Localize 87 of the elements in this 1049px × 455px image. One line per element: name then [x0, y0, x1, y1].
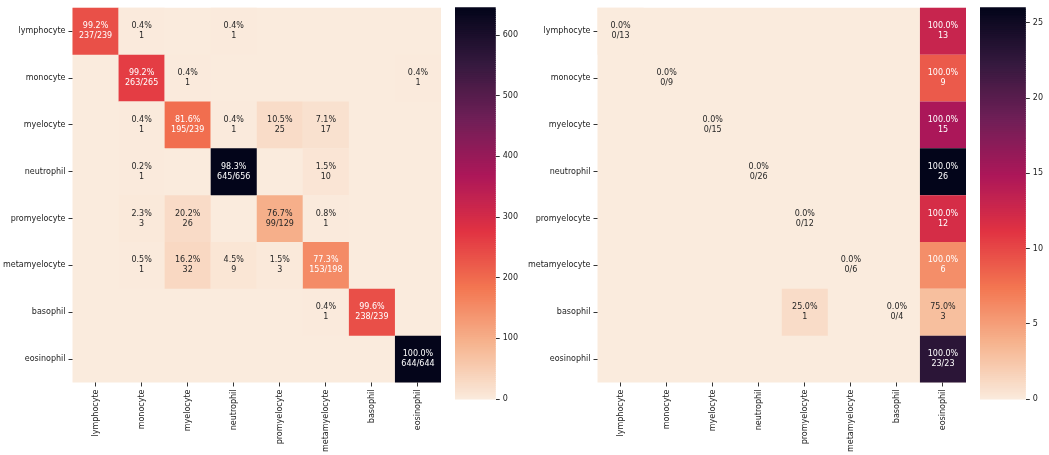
data-label: 0.0% 0/15: [702, 114, 724, 134]
data-label: 100.0% 6: [927, 255, 959, 275]
data-label: 0.0% 0/9: [656, 68, 678, 88]
color-bar-label: 0: [1032, 394, 1038, 404]
color-bar-label: 100: [502, 333, 519, 343]
data-label: 25.0% 1: [792, 302, 818, 322]
data-label: 100.0% 23/23: [927, 349, 959, 369]
y-tick-label: myelocyte: [548, 119, 591, 129]
data-label: 100.0% 13: [927, 21, 959, 41]
color-bar-label: 400: [502, 151, 519, 161]
data-label: 76.7% 99/129: [265, 208, 294, 228]
data-label: 0.0% 0/13: [610, 21, 632, 41]
y-tick-label: basophil: [31, 307, 66, 317]
data-label: 10.5% 25: [267, 114, 293, 134]
x-tick-label: monocyte: [136, 389, 146, 430]
data-label: 7.1% 17: [315, 114, 337, 134]
y-tick-label: lymphocyte: [18, 26, 66, 36]
x-tick-label: metamyelocyte: [320, 389, 330, 452]
data-label: 75.0% 3: [930, 302, 957, 322]
color-bar-label: 10: [1032, 243, 1044, 253]
data-label: 100.0% 15: [927, 114, 959, 134]
color-bar-label: 0: [502, 394, 508, 404]
data-label: 2.3% 3: [131, 208, 153, 228]
y-tick-label: monocyte: [550, 73, 591, 83]
x-tick-label: myelocyte: [707, 389, 717, 432]
data-label: 0.4% 1: [223, 21, 245, 41]
x-tick-label: eosinophil: [938, 389, 948, 431]
data-label: 98.3% 645/656: [217, 161, 251, 181]
y-tick-label: monocyte: [25, 73, 66, 83]
color-bar-label: 20: [1032, 93, 1044, 103]
data-label: 4.5% 9: [223, 255, 245, 275]
data-label: 99.2% 237/239: [78, 21, 113, 41]
color-bar-label: 5: [1032, 318, 1038, 328]
data-label: 16.2% 32: [174, 255, 201, 275]
x-tick-label: basophil: [891, 389, 901, 424]
data-label: 100.0% 12: [927, 208, 959, 228]
data-label: 0.4% 1: [315, 302, 337, 322]
y-tick-label: metamyelocyte: [3, 260, 66, 270]
y-tick-label: neutrophil: [549, 166, 591, 176]
x-tick-label: lymphocyte: [615, 389, 625, 437]
data-label: 0.0% 0/12: [794, 208, 816, 228]
data-label: 99.2% 263/265: [124, 68, 159, 88]
data-label: 1.5% 10: [315, 161, 337, 181]
color-bar-label: 600: [502, 30, 519, 40]
data-label: 77.3% 153/198: [309, 255, 343, 275]
x-tick-label: myelocyte: [182, 389, 192, 432]
x-tick-label: promyelocyte: [799, 389, 809, 445]
data-label: 0.0% 0/6: [840, 255, 862, 275]
data-label: 0.4% 1: [177, 68, 199, 88]
color-bar-label: 25: [1032, 17, 1044, 27]
color-bar-label: 200: [502, 272, 519, 282]
data-label: 100.0% 644/644: [401, 349, 435, 369]
color-bar-label: 300: [502, 212, 519, 222]
x-tick-label: metamyelocyte: [845, 389, 855, 452]
x-tick-label: eosinophil: [413, 389, 423, 431]
y-tick-label: eosinophil: [549, 354, 591, 364]
data-label: 0.2% 1: [131, 161, 153, 181]
data-label: 0.0% 0/26: [748, 161, 770, 181]
data-label: 100.0% 9: [927, 68, 959, 88]
data-label: 0.4% 1: [407, 68, 429, 88]
y-tick-label: promyelocyte: [535, 213, 591, 223]
x-tick-label: basophil: [366, 389, 376, 424]
y-tick-label: metamyelocyte: [528, 260, 591, 270]
x-tick-label: neutrophil: [753, 389, 763, 431]
data-label: 0.0% 0/4: [886, 302, 908, 322]
data-label: 0.5% 1: [131, 255, 153, 275]
y-tick-label: promyelocyte: [10, 213, 66, 223]
data-label: 100.0% 26: [927, 161, 959, 181]
x-tick-label: lymphocyte: [90, 389, 100, 437]
data-label: 20.2% 26: [174, 208, 201, 228]
x-tick-label: monocyte: [661, 389, 671, 430]
color-bar-label: 15: [1032, 168, 1044, 178]
x-tick-label: neutrophil: [228, 389, 238, 431]
data-label: 0.4% 1: [131, 21, 153, 41]
x-tick-label: promyelocyte: [274, 389, 284, 445]
data-label: 0.4% 1: [131, 114, 153, 134]
y-tick-label: neutrophil: [24, 166, 66, 176]
data-label: 0.8% 1: [315, 208, 337, 228]
data-label: 81.6% 195/239: [171, 114, 205, 134]
data-label: 0.4% 1: [223, 114, 245, 134]
y-tick-label: basophil: [556, 307, 591, 317]
y-tick-label: eosinophil: [24, 354, 66, 364]
y-tick-label: myelocyte: [23, 119, 66, 129]
data-label: 99.6% 238/239: [355, 302, 389, 322]
y-tick-label: lymphocyte: [543, 26, 591, 36]
data-label: 1.5% 3: [269, 255, 291, 275]
color-bar-label: 500: [502, 90, 519, 100]
